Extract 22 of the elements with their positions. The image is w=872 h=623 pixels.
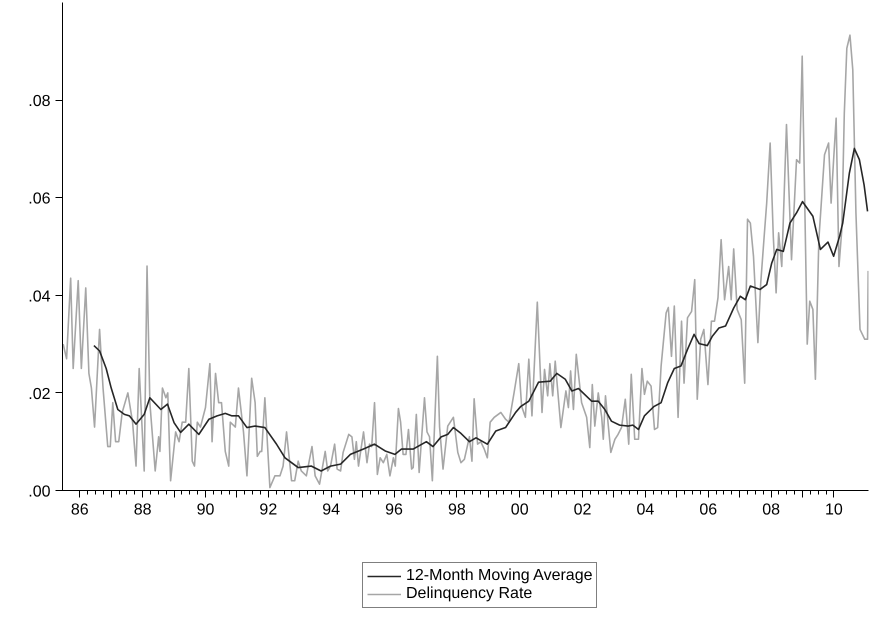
x-tick-label: 88	[134, 502, 152, 518]
x-tick-label: 90	[196, 502, 214, 518]
x-tick-label: 92	[259, 502, 278, 518]
x-tick-label: 10	[825, 502, 843, 518]
y-tick-label: .08	[28, 93, 51, 110]
legend-label: 12-Month Moving Average	[406, 567, 592, 585]
x-tick-label: 02	[574, 502, 592, 518]
x-tick-label: 94	[322, 502, 340, 518]
y-tick-label: .06	[28, 190, 51, 208]
x-tick-label: 00	[510, 502, 529, 518]
legend-label: Delinquency Rate	[406, 585, 532, 603]
x-tick-label: 86	[70, 502, 89, 518]
x-tick-label: 98	[448, 502, 466, 518]
line-series	[93, 148, 868, 472]
x-tick-label: 04	[636, 502, 654, 518]
y-tick-label: .02	[28, 386, 51, 403]
x-tick-label: 06	[699, 502, 718, 518]
line-series	[62, 34, 868, 488]
y-tick-label: .00	[28, 484, 51, 500]
y-tick-label: .04	[28, 288, 51, 306]
x-tick-label: 96	[385, 502, 404, 518]
x-tick-label: 08	[762, 502, 780, 518]
